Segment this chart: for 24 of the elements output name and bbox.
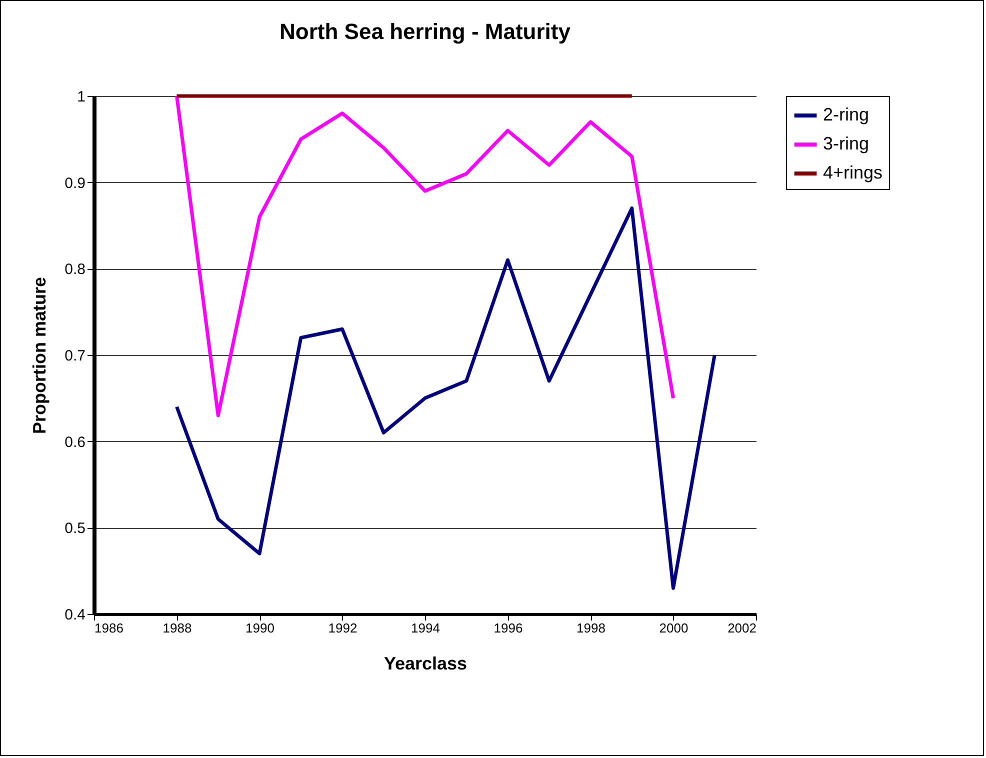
y-tick-label: 0.7	[64, 348, 86, 364]
x-tick-label: 2002	[728, 620, 756, 636]
y-tick-label: 0.8	[64, 261, 86, 278]
x-tick-label: 1998	[576, 620, 606, 636]
x-tick-label: 1990	[246, 620, 274, 636]
x-axis-title: Yearclass	[384, 654, 468, 674]
legend-label: 3-ring	[823, 134, 870, 154]
legend-label: 2-ring	[823, 104, 870, 124]
y-tick-label: 0.4	[64, 606, 86, 624]
y-tick-label: 1	[77, 88, 86, 106]
x-tick-label: 1996	[494, 620, 523, 636]
x-tick-label: 2000	[659, 620, 688, 636]
x-tick-label: 1986	[94, 620, 124, 636]
legend-label: 4+rings	[823, 162, 883, 182]
y-tick-label: 0.6	[64, 434, 86, 451]
x-tick-label: 1992	[328, 620, 358, 636]
y-axis-title: Proportion mature	[30, 276, 50, 434]
chart-title: North Sea herring - Maturity	[280, 19, 572, 44]
line-series	[175, 94, 675, 418]
x-tick-label: 1994	[411, 620, 440, 636]
y-tick-label: 0.9	[64, 174, 86, 192]
y-tick-label: 0.5	[64, 520, 86, 538]
x-tick-label: 1988	[162, 620, 192, 636]
line-series	[175, 206, 716, 590]
